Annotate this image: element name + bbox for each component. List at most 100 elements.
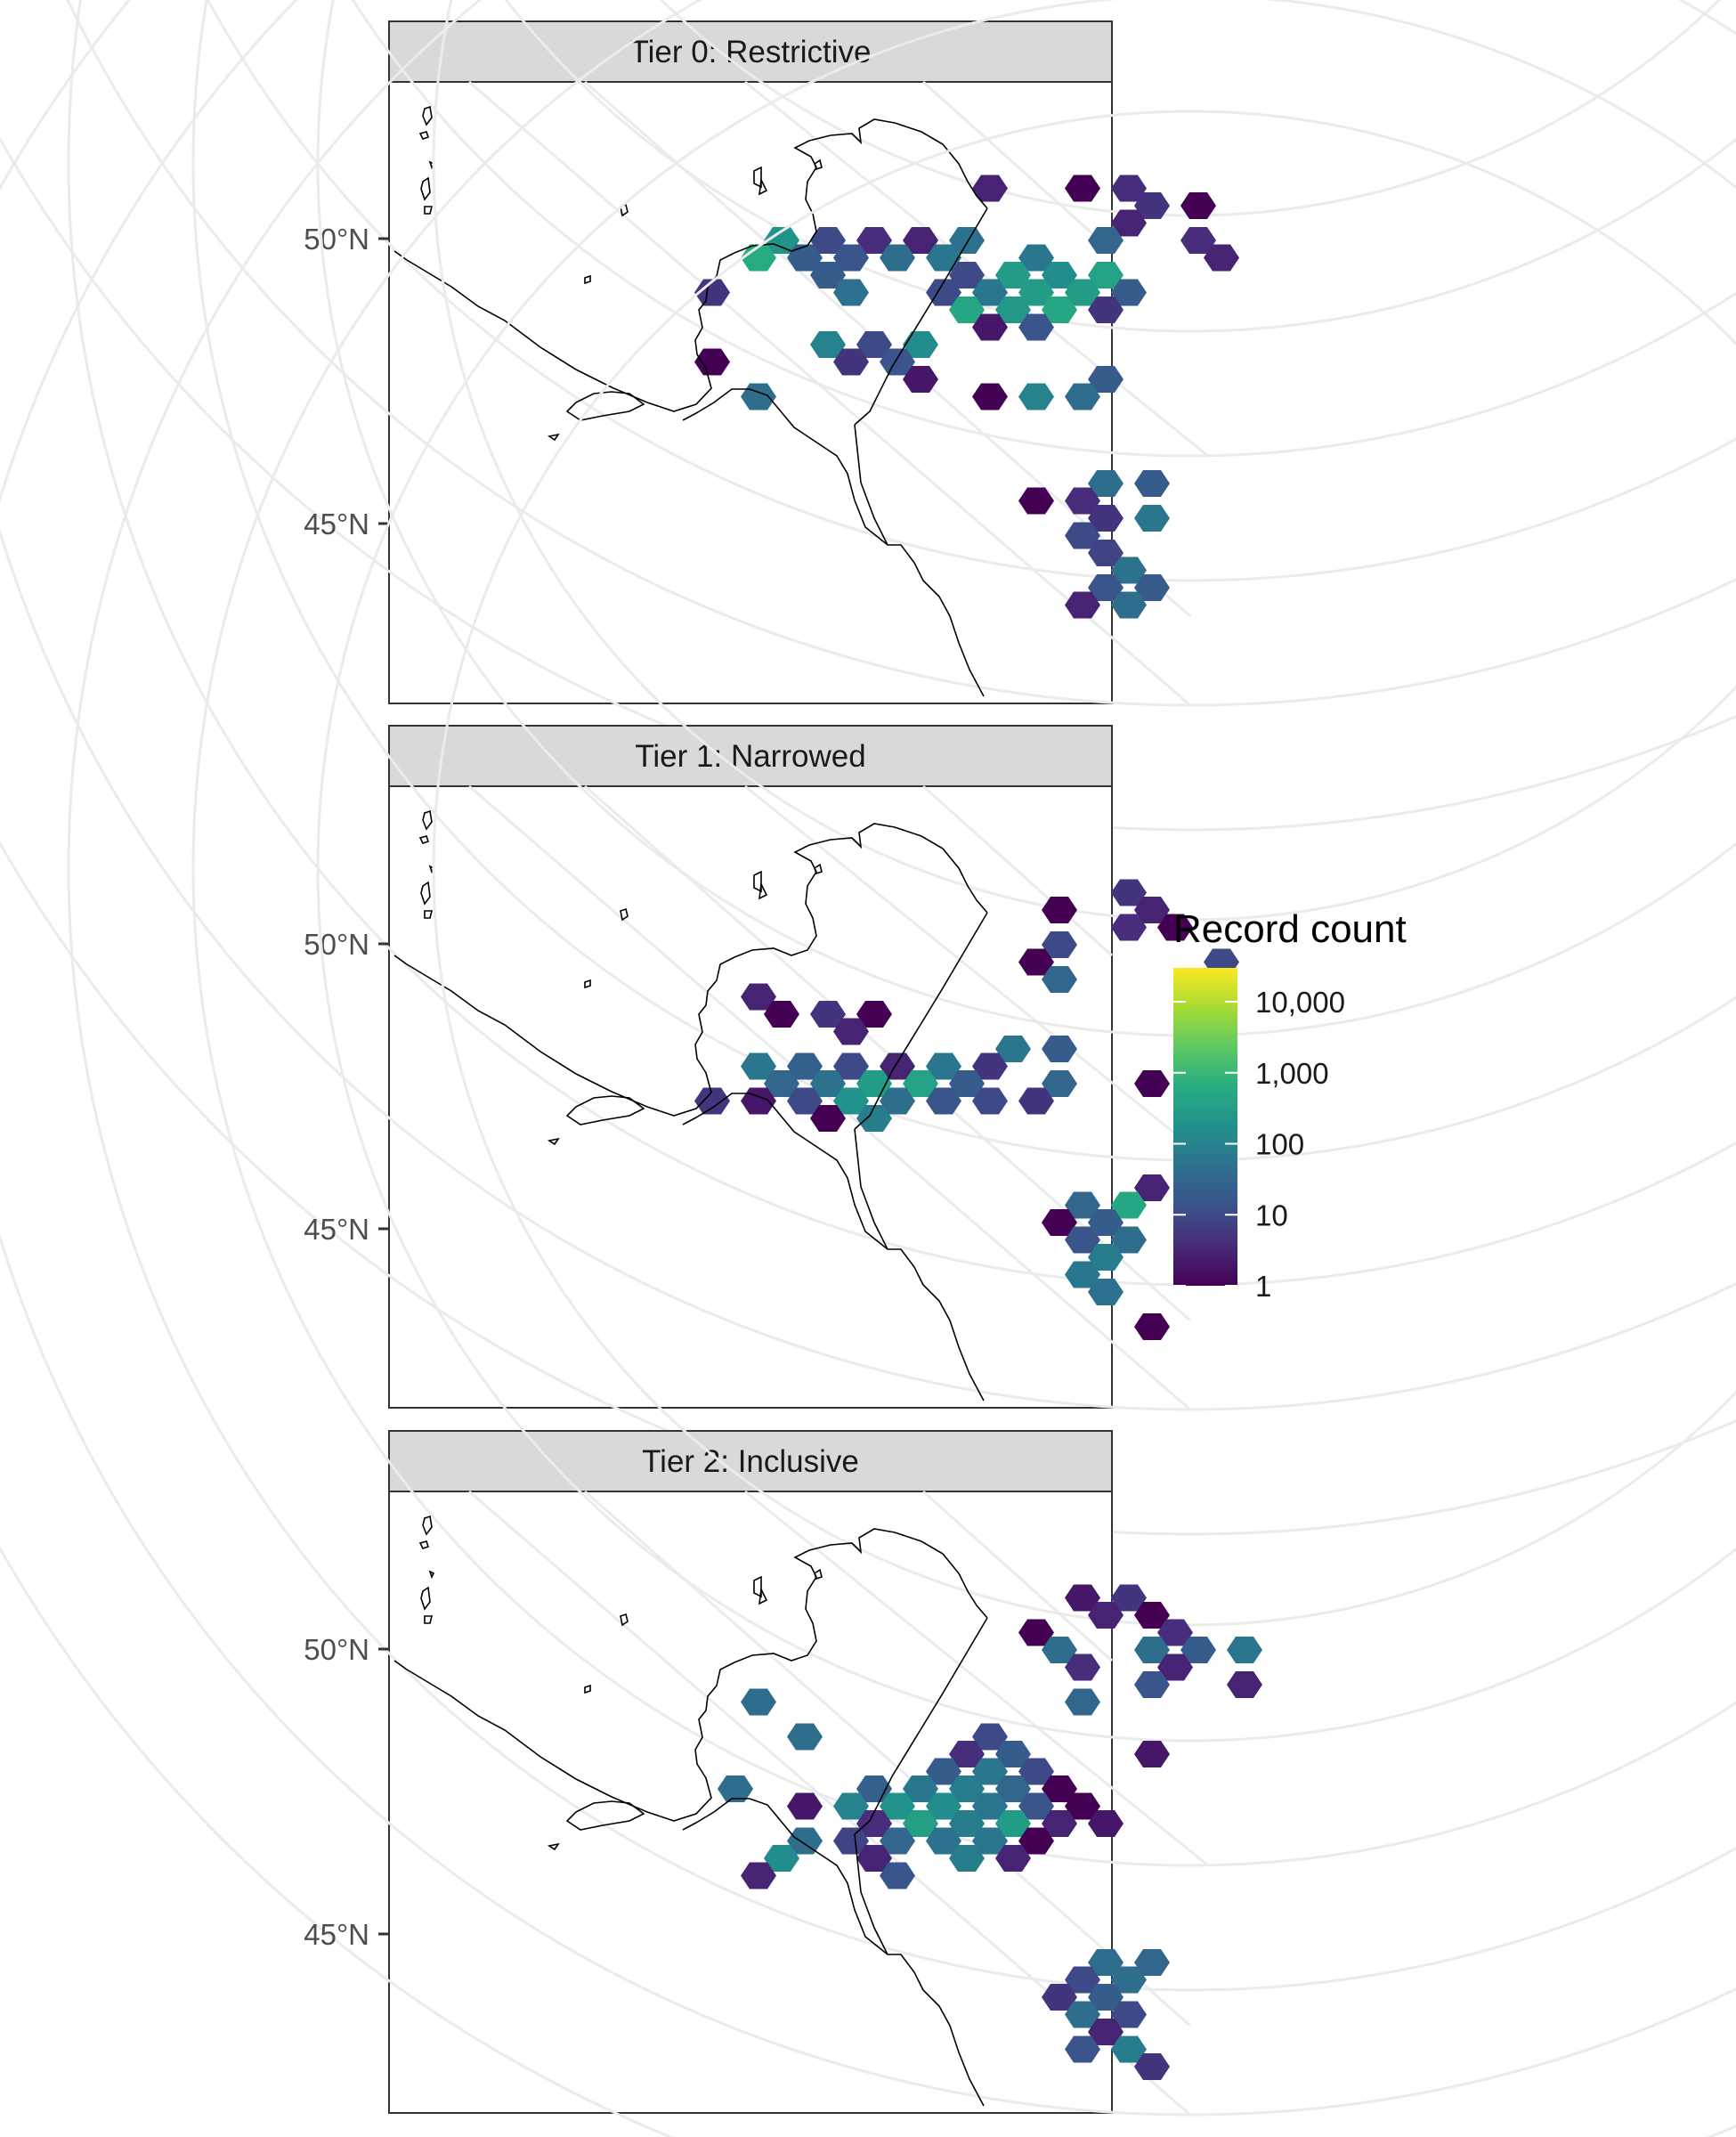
hex-cell: [949, 297, 985, 323]
hex-cell: [926, 1792, 961, 1820]
hex-cell: [856, 331, 892, 358]
legend-tick-label: 1: [1255, 1270, 1271, 1303]
strip-background: [388, 20, 1113, 83]
hex-cell: [1088, 1602, 1124, 1629]
hex-cell: [1180, 192, 1216, 219]
hex-cell: [995, 1036, 1031, 1062]
hex-cell: [833, 279, 869, 306]
hex-cell: [856, 227, 892, 254]
y-tick-label-50n: 50°N: [304, 1633, 369, 1666]
hex-cell: [1042, 1637, 1077, 1663]
legend-colorbar: [1173, 968, 1237, 1286]
hex-cell: [972, 1827, 1008, 1855]
y-tick-label-45n: 45°N: [304, 1213, 369, 1246]
hex-cell: [1134, 1671, 1170, 1698]
hex-cell: [926, 1052, 961, 1080]
hex-cell: [787, 1087, 823, 1115]
hex-cell: [1111, 2001, 1147, 2028]
hex-cell: [810, 1001, 846, 1028]
hex-cell: [787, 1723, 823, 1751]
legend-tick-label: 1,000: [1255, 1057, 1329, 1090]
hex-cell: [810, 262, 846, 288]
hex-cell: [1157, 914, 1193, 941]
hex-cell: [1157, 1619, 1193, 1646]
hex-cell: [1111, 1191, 1147, 1219]
hex-cell: [741, 1052, 776, 1080]
hex-cell: [741, 983, 776, 1011]
hex-cell: [1157, 1654, 1193, 1681]
legend-ticks: 10,000 1,000 100 10 1: [1173, 986, 1345, 1303]
hex-cell: [1134, 1070, 1170, 1097]
hex-cell: [1088, 540, 1124, 566]
hex-cell: [1065, 383, 1100, 410]
hex-cell: [949, 1845, 985, 1872]
hex-cell: [1088, 470, 1124, 497]
hex-cell: [880, 244, 915, 272]
hex-cell: [1018, 1087, 1054, 1115]
hex-cell: [1042, 1036, 1077, 1062]
hex-cell: [1065, 279, 1100, 306]
hex-cell: [856, 1845, 892, 1872]
hex-cell: [972, 175, 1008, 202]
hex-cell: [1180, 227, 1216, 254]
hex-cell: [1065, 1191, 1100, 1219]
hex-cell: [764, 227, 799, 254]
hex-cell: [1134, 470, 1170, 497]
hex-cell: [1111, 279, 1147, 306]
hex-cell: [880, 1862, 915, 1889]
y-tick-label-45n: 45°N: [304, 508, 369, 540]
hex-cell: [1018, 244, 1054, 272]
hex-cell: [1018, 948, 1054, 976]
hex-cell: [926, 1087, 961, 1115]
hex-cell: [1042, 1775, 1077, 1802]
hex-cell: [1065, 1584, 1100, 1612]
panel-title: Tier 0: Restrictive: [630, 35, 872, 69]
hex-cell: [926, 1827, 961, 1855]
hex-cell: [1018, 1827, 1054, 1855]
hex-cell: [1227, 1671, 1262, 1698]
hex-cell: [856, 1105, 892, 1132]
hex-cell: [949, 1810, 985, 1837]
hex-cell: [1111, 879, 1147, 906]
legend-tick-label: 10: [1255, 1199, 1288, 1231]
hex-cell: [1018, 1619, 1054, 1646]
hex-cell: [1134, 1949, 1170, 1976]
legend-title: Record count: [1173, 907, 1407, 951]
hex-cell: [1042, 1209, 1077, 1236]
hex-cell: [810, 1070, 846, 1097]
hex-cell: [1065, 1688, 1100, 1716]
hex-cell: [1088, 1244, 1124, 1271]
hex-cell: [1042, 1984, 1077, 2011]
hex-cell: [1042, 297, 1077, 323]
hex-cell: [787, 1827, 823, 1855]
hex-cell: [833, 1018, 869, 1045]
hex-cell: [903, 227, 938, 254]
hex-cell: [995, 1741, 1031, 1767]
hex-cell: [1042, 262, 1077, 288]
hex-cell: [833, 1052, 869, 1080]
hex-cell: [1134, 897, 1170, 923]
hex-cell: [1111, 591, 1147, 619]
hex-cell: [972, 313, 1008, 341]
coastline: [393, 105, 988, 697]
hex-cell: [1180, 1637, 1216, 1663]
hex-cell: [1111, 175, 1147, 202]
hex-cell: [787, 1792, 823, 1820]
hex-cell: [1088, 262, 1124, 288]
panel-title: Tier 1: Narrowed: [635, 739, 865, 774]
hex-cell: [1111, 209, 1147, 237]
hex-cell: [949, 1775, 985, 1802]
hex-cell: [1134, 1741, 1170, 1767]
hex-cell: [949, 1741, 985, 1767]
hex-cell: [903, 1810, 938, 1837]
hex-cell: [1134, 1174, 1170, 1201]
hex-cell: [1042, 931, 1077, 958]
hex-cell: [1088, 1810, 1124, 1837]
hex-cell: [1134, 1313, 1170, 1340]
hex-cell: [880, 1792, 915, 1820]
hex-cell: [741, 1862, 776, 1889]
hex-cell: [1111, 1226, 1147, 1254]
hex-cell: [1134, 1602, 1170, 1629]
